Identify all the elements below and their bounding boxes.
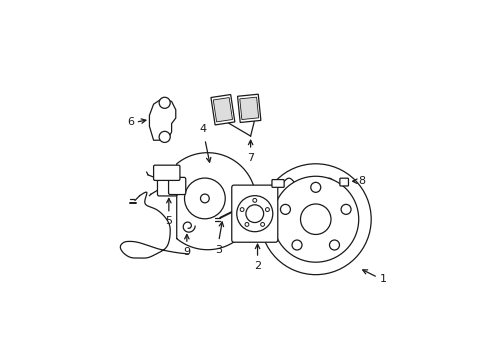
Circle shape [291,240,302,250]
Circle shape [260,164,370,275]
Polygon shape [237,94,261,122]
Text: 3: 3 [215,245,222,255]
Polygon shape [213,98,232,122]
Text: 7: 7 [246,153,254,163]
FancyBboxPatch shape [339,178,348,186]
Circle shape [260,222,264,226]
Circle shape [280,204,290,214]
Circle shape [329,240,339,250]
Circle shape [159,131,170,143]
Text: 2: 2 [253,261,261,271]
Circle shape [244,222,248,226]
Polygon shape [149,99,175,140]
FancyBboxPatch shape [271,180,284,187]
Circle shape [272,176,358,262]
FancyBboxPatch shape [231,185,277,242]
Text: 8: 8 [358,176,365,186]
FancyBboxPatch shape [157,177,177,196]
Circle shape [341,204,350,214]
Circle shape [240,208,244,212]
Text: 4: 4 [200,124,206,134]
Text: 9: 9 [183,247,190,257]
Text: 1: 1 [379,274,386,284]
Circle shape [265,208,269,212]
Circle shape [236,195,272,232]
Circle shape [159,97,170,108]
Polygon shape [239,97,258,120]
Text: 5: 5 [165,216,172,226]
Polygon shape [210,95,234,125]
Circle shape [200,194,209,203]
Circle shape [310,183,320,192]
FancyBboxPatch shape [168,177,185,194]
Text: 6: 6 [127,117,134,127]
Circle shape [245,205,263,222]
Circle shape [300,204,330,234]
Circle shape [252,198,256,202]
FancyBboxPatch shape [153,165,180,180]
